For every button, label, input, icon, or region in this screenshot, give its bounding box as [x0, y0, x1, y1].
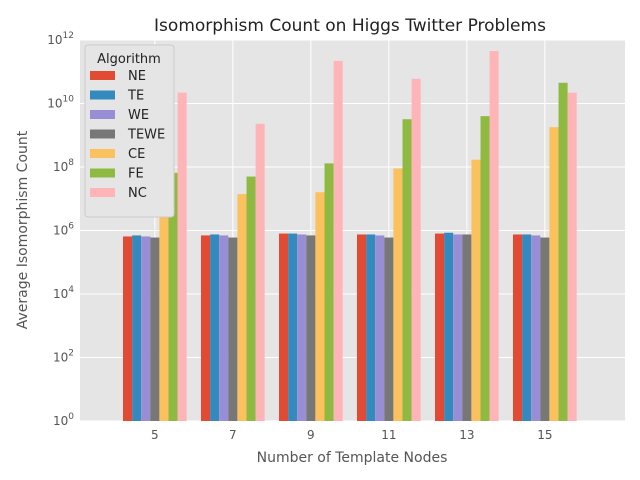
- legend-label-te: TE: [127, 89, 144, 104]
- bar-we-7: [219, 235, 229, 421]
- bar-ce-15: [549, 127, 559, 422]
- bar-te-13: [444, 232, 454, 421]
- legend-swatch-nc: [90, 188, 115, 197]
- y-tick-label: 102: [53, 349, 74, 365]
- bar-fe-9: [324, 163, 334, 421]
- bar-nc-15: [567, 92, 577, 421]
- bar-fe-13: [480, 116, 490, 422]
- bar-we-13: [453, 234, 463, 421]
- bar-nc-11: [411, 78, 421, 421]
- y-tick-label: 106: [53, 222, 74, 238]
- bar-nc-7: [255, 123, 265, 422]
- bar-tewe-5: [150, 237, 160, 421]
- bar-we-11: [375, 235, 385, 421]
- y-tick-label: 1012: [47, 31, 74, 47]
- x-tick-label: 15: [537, 428, 552, 442]
- y-tick-label: 1010: [47, 95, 74, 111]
- bar-ne-13: [435, 233, 445, 421]
- bar-nc-9: [333, 60, 343, 421]
- bar-fe-15: [558, 82, 568, 422]
- bar-te-15: [522, 234, 532, 421]
- bar-ne-5: [123, 236, 133, 421]
- bar-tewe-7: [228, 237, 238, 421]
- x-tick-label: 9: [307, 428, 315, 442]
- bar-te-5: [132, 235, 142, 421]
- legend-label-tewe: TEWE: [127, 128, 165, 143]
- bar-tewe-13: [462, 234, 472, 421]
- x-tick-label: 11: [381, 428, 396, 442]
- bar-nc-13: [489, 51, 499, 422]
- bar-fe-5: [168, 172, 178, 421]
- bar-tewe-15: [540, 237, 550, 421]
- legend-label-we: WE: [128, 108, 149, 123]
- x-tick-label: 7: [229, 428, 237, 442]
- legend-label-ce: CE: [128, 147, 145, 162]
- legend-swatch-fe: [90, 168, 115, 178]
- bars: [123, 51, 577, 422]
- legend-swatch-we: [90, 110, 115, 119]
- bar-ce-11: [393, 168, 403, 421]
- y-tick-label: 108: [53, 158, 74, 174]
- x-tick-labels: 5 7 9 11 13 15: [151, 428, 552, 442]
- legend-label-fe: FE: [128, 167, 144, 182]
- legend-title: Algorithm: [97, 52, 161, 67]
- bar-ne-9: [279, 233, 289, 421]
- bar-ne-7: [201, 235, 211, 421]
- bar-we-5: [141, 236, 151, 421]
- chart-title: Isomorphism Count on Higgs Twitter Probl…: [154, 16, 546, 36]
- bar-we-9: [297, 234, 307, 421]
- bar-ne-15: [513, 234, 523, 421]
- bar-te-7: [210, 234, 220, 421]
- bar-ce-13: [471, 159, 481, 422]
- bar-fe-11: [402, 119, 412, 421]
- bar-te-9: [288, 233, 298, 421]
- bar-tewe-11: [384, 237, 394, 421]
- legend-swatch-ce: [90, 149, 115, 158]
- bar-ce-9: [315, 192, 325, 421]
- y-tick-labels: 100 102 104 106 108 1010 1012: [47, 31, 74, 428]
- bar-ne-11: [357, 234, 367, 421]
- x-tick-label: 5: [151, 428, 159, 442]
- legend-label-ne: NE: [128, 69, 146, 84]
- y-tick-label: 100: [53, 412, 74, 428]
- legend-label-nc: NC: [128, 186, 147, 201]
- y-tick-label: 104: [53, 285, 74, 301]
- bar-ce-7: [237, 194, 247, 421]
- bar-nc-5: [177, 92, 187, 421]
- x-axis-label: Number of Template Nodes: [257, 450, 448, 466]
- bar-we-15: [531, 235, 541, 421]
- x-tick-label: 13: [459, 428, 474, 442]
- bar-ce-5: [159, 211, 169, 421]
- legend-swatch-te: [90, 90, 115, 100]
- bar-fe-7: [246, 176, 256, 421]
- legend-swatch-ne: [90, 71, 115, 80]
- y-axis-label: Average Isomorphism Count: [15, 130, 31, 329]
- bar-tewe-9: [306, 235, 316, 421]
- legend-swatch-tewe: [90, 129, 115, 139]
- bar-te-11: [366, 234, 376, 421]
